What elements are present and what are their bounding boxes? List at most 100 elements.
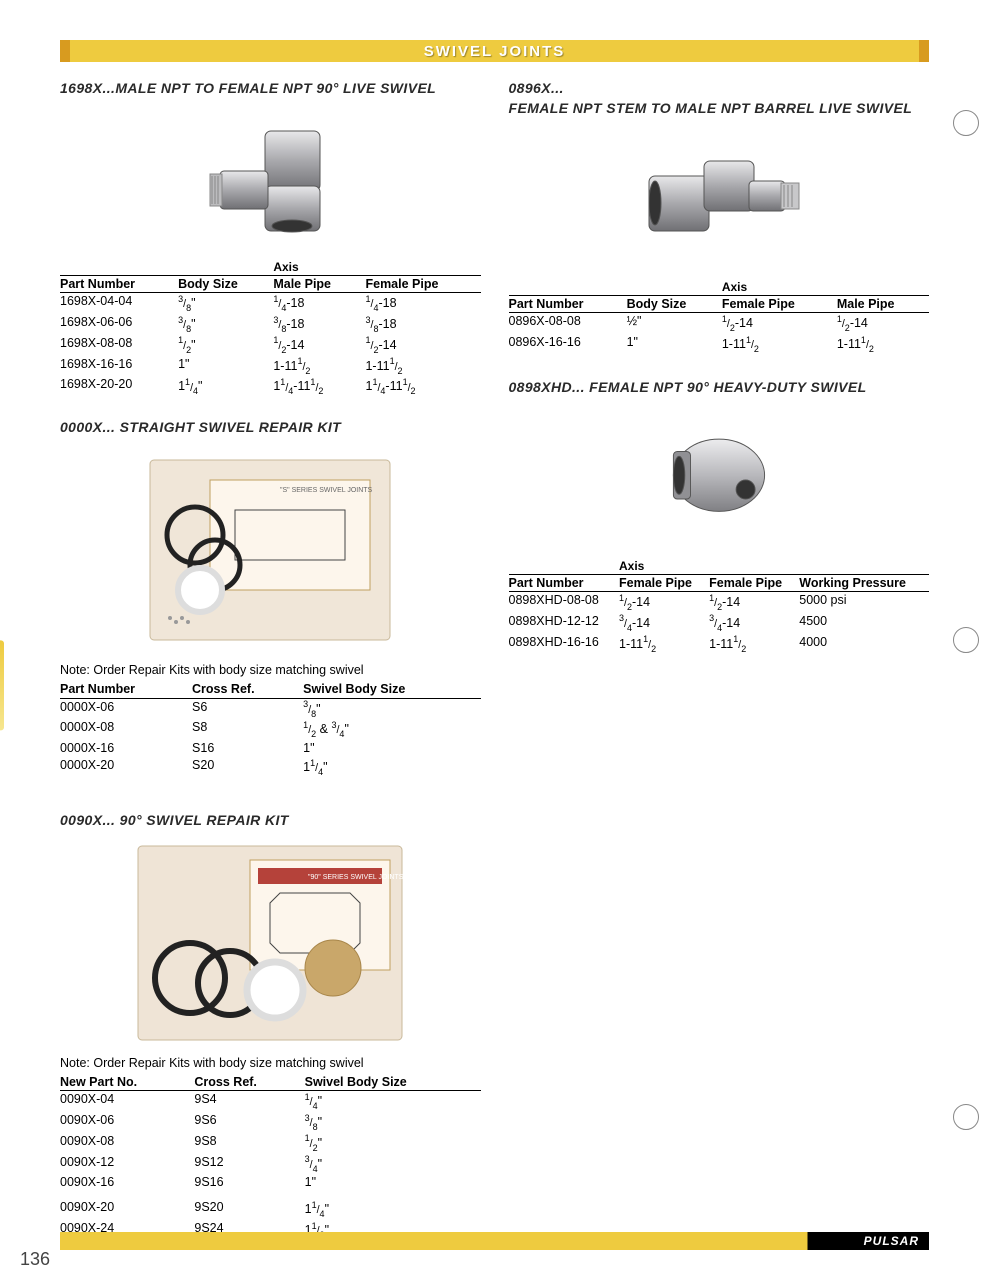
table-cell: 0898XHD-16-16 (509, 634, 620, 655)
table-row: 1698X-08-081/2"1/2-141/2-14 (60, 335, 481, 356)
svg-text:"90" SERIES SWIVEL JOINTS: "90" SERIES SWIVEL JOINTS (308, 874, 404, 881)
table-row: 0898XHD-08-081/2-141/2-145000 psi (509, 591, 930, 612)
table-cell: 0090X-04 (60, 1091, 194, 1112)
table-cell: 11/4" (178, 376, 273, 397)
table-cell: S8 (192, 719, 303, 740)
table-cell: 1/4" (305, 1091, 481, 1112)
table-cell: 1" (305, 1174, 481, 1191)
table-cell: 0090X-12 (60, 1154, 194, 1175)
table-1698x: Axis Part NumberBody SizeMale PipeFemale… (60, 260, 481, 397)
table-row: 0090X-169S161" (60, 1174, 481, 1191)
table-cell: 9S4 (194, 1091, 304, 1112)
table-row: 0896X-16-161"1-111/21-111/2 (509, 334, 930, 355)
table-cell: 9S8 (194, 1133, 304, 1154)
table-cell: S16 (192, 740, 303, 757)
table-row: 0898XHD-12-123/4-143/4-144500 (509, 613, 930, 634)
table-cell: 11/4-111/2 (365, 376, 480, 397)
table-cell: 1/4-18 (273, 293, 365, 314)
table-cell: 1698X-08-08 (60, 335, 178, 356)
product-image-0000x: "S" SERIES SWIVEL JOINTS (60, 445, 481, 655)
table-cell: 1/2-14 (722, 313, 837, 334)
table-0898xhd: Axis Part NumberFemale PipeFemale PipeWo… (509, 559, 930, 655)
table-header: Swivel Body Size (305, 1074, 481, 1091)
table-cell: 1-111/2 (365, 356, 480, 377)
section-title-0898xhd: 0898XHD... FEMALE NPT 90° HEAVY-DUTY SWI… (509, 379, 930, 395)
table-header: Part Number (509, 574, 620, 591)
table-header: Part Number (60, 275, 178, 292)
table-cell: 3/8" (305, 1112, 481, 1133)
table-cell: 5000 psi (799, 591, 929, 612)
product-image-0896x (509, 126, 930, 276)
table-cell: 0000X-20 (60, 757, 192, 778)
note-0090x: Note: Order Repair Kits with body size m… (60, 1056, 481, 1070)
table-header: Cross Ref. (194, 1074, 304, 1091)
table-cell: 1" (627, 334, 722, 355)
svg-text:"S" SERIES SWIVEL JOINTS: "S" SERIES SWIVEL JOINTS (280, 487, 373, 494)
page-header-title: SWIVEL JOINTS (424, 43, 566, 60)
footer-bar: PULSAR (60, 1232, 929, 1250)
table-row: 0090X-089S81/2" (60, 1133, 481, 1154)
table-cell: 0090X-06 (60, 1112, 194, 1133)
brand-logo: PULSAR (864, 1234, 929, 1248)
table-row: 1698X-04-043/8"1/4-181/4-18 (60, 293, 481, 314)
table-cell: 9S20 (194, 1199, 304, 1220)
table-cell: 1-111/2 (619, 634, 709, 655)
table-cell: 0898XHD-08-08 (509, 591, 620, 612)
table-header: Female Pipe (709, 574, 799, 591)
table-cell: 1698X-04-04 (60, 293, 178, 314)
table-cell: S20 (192, 757, 303, 778)
table-row: 0000X-16S161" (60, 740, 481, 757)
table-cell: 1/2-14 (619, 591, 709, 612)
table-row: 1698X-06-063/8"3/8-183/8-18 (60, 314, 481, 335)
section-title-1698x: 1698X...MALE NPT TO FEMALE NPT 90° LIVE … (60, 80, 481, 96)
table-cell: ½" (627, 313, 722, 334)
table-header: Female Pipe (365, 275, 480, 292)
table-cell: 1698X-06-06 (60, 314, 178, 335)
side-tab: Swivel Joints (0, 640, 4, 730)
table-row: 1698X-20-2011/4"11/4-111/211/4-111/2 (60, 376, 481, 397)
table-row: 0000X-20S2011/4" (60, 757, 481, 778)
table-header: Male Pipe (273, 275, 365, 292)
section-title-0896x: FEMALE NPT STEM TO MALE NPT BARREL LIVE … (509, 100, 930, 116)
table-cell: 1698X-20-20 (60, 376, 178, 397)
table-0896x: Axis Part NumberBody SizeFemale PipeMale… (509, 280, 930, 355)
table-cell: S6 (192, 698, 303, 719)
table-cell: 1/2 & 3/4" (303, 719, 480, 740)
product-image-0898xhd (509, 405, 930, 555)
table-cell: 1" (303, 740, 480, 757)
table-cell: 0000X-08 (60, 719, 192, 740)
table-cell: 3/8" (303, 698, 480, 719)
table-row: 0000X-08S81/2 & 3/4" (60, 719, 481, 740)
header-bar: SWIVEL JOINTS (60, 40, 929, 62)
table-row: 0898XHD-16-161-111/21-111/24000 (509, 634, 930, 655)
table-cell: 0896X-16-16 (509, 334, 627, 355)
table-cell: 1-111/2 (709, 634, 799, 655)
product-image-0090x: "90" SERIES SWIVEL JOINTS (60, 838, 481, 1048)
note-0000x: Note: Order Repair Kits with body size m… (60, 663, 481, 677)
table-cell: 0000X-06 (60, 698, 192, 719)
table-cell: 11/4" (305, 1199, 481, 1220)
table-row: 0090X-069S63/8" (60, 1112, 481, 1133)
table-cell: 1698X-16-16 (60, 356, 178, 377)
table-header: Part Number (60, 681, 192, 698)
table-cell: 1-111/2 (273, 356, 365, 377)
section-title-0090x: 0090X... 90° SWIVEL REPAIR KIT (60, 812, 481, 828)
table-cell: 9S16 (194, 1174, 304, 1191)
table-cell: 1/2" (305, 1133, 481, 1154)
table-row: 0090X-209S2011/4" (60, 1199, 481, 1220)
table-header: New Part No. (60, 1074, 194, 1091)
table-cell: 1/2-14 (273, 335, 365, 356)
table-cell: 1/2-14 (365, 335, 480, 356)
table-cell: 1/2" (178, 335, 273, 356)
punch-hole-icon (953, 1104, 979, 1130)
table-cell: 1-111/2 (837, 334, 929, 355)
table-cell: 3/4-14 (709, 613, 799, 634)
table-cell: 3/4-14 (619, 613, 709, 634)
table-cell: 3/8" (178, 293, 273, 314)
table-cell: 0000X-16 (60, 740, 192, 757)
table-header: Working Pressure (799, 574, 929, 591)
section-title-0896x-code: 0896X... (509, 80, 930, 96)
table-row: 0090X-049S41/4" (60, 1091, 481, 1112)
table-cell: 3/4" (305, 1154, 481, 1175)
table-header: Body Size (178, 275, 273, 292)
